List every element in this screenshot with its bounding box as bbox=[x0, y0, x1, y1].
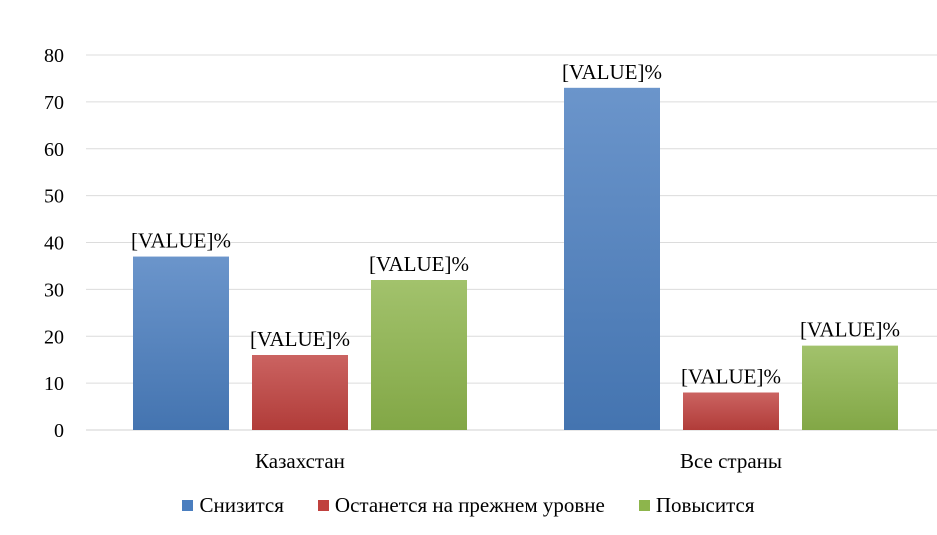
data-label: [VALUE]% bbox=[131, 229, 231, 253]
y-tick-label: 50 bbox=[44, 186, 64, 208]
y-tick-label: 80 bbox=[44, 45, 64, 67]
legend-swatch bbox=[317, 499, 329, 511]
data-label: [VALUE]% bbox=[800, 318, 900, 342]
bar-1-1 bbox=[133, 256, 229, 430]
legend-swatch bbox=[638, 499, 650, 511]
x-category-label: Казахстан bbox=[255, 449, 345, 473]
bar-2-2 bbox=[683, 392, 779, 430]
y-tick-label: 60 bbox=[44, 139, 64, 161]
x-axis-categories: Казахстан Все страны bbox=[255, 449, 782, 473]
bar-1-2 bbox=[564, 87, 660, 430]
bar-3-1 bbox=[371, 280, 467, 430]
legend-item: Повысится bbox=[638, 492, 755, 518]
data-label: [VALUE]% bbox=[562, 60, 662, 84]
y-tick-label: 70 bbox=[44, 92, 64, 114]
bars bbox=[133, 87, 898, 430]
x-category-label: Все страны bbox=[680, 449, 782, 473]
y-tick-label: 0 bbox=[54, 420, 64, 442]
legend-label: Повысится bbox=[655, 492, 755, 517]
legend-swatch bbox=[182, 499, 194, 511]
data-labels: [VALUE]% [VALUE]% [VALUE]% [VALUE]% [VALUE]%… bbox=[131, 60, 900, 389]
y-tick-label: 20 bbox=[44, 326, 64, 348]
y-tick-label: 30 bbox=[44, 279, 64, 301]
data-label: [VALUE]% bbox=[250, 327, 350, 351]
y-axis-ticks: 0 10 20 30 40 50 60 70 80 bbox=[44, 45, 64, 442]
data-label: [VALUE]% bbox=[369, 252, 469, 276]
legend-label: Снизится bbox=[199, 492, 284, 517]
y-tick-label: 40 bbox=[44, 233, 64, 255]
legend-item: Снизится bbox=[182, 492, 284, 518]
legend: Снизится Останется на прежнем уровне Повыс… bbox=[0, 490, 937, 520]
data-label: [VALUE]% bbox=[681, 365, 781, 389]
legend-item: Останется на прежнем уровне bbox=[317, 492, 605, 518]
bar-2-1 bbox=[252, 355, 348, 430]
bar-3-2 bbox=[802, 345, 898, 430]
y-tick-label: 10 bbox=[44, 373, 64, 395]
legend-label: Останется на прежнем уровне bbox=[334, 492, 605, 517]
